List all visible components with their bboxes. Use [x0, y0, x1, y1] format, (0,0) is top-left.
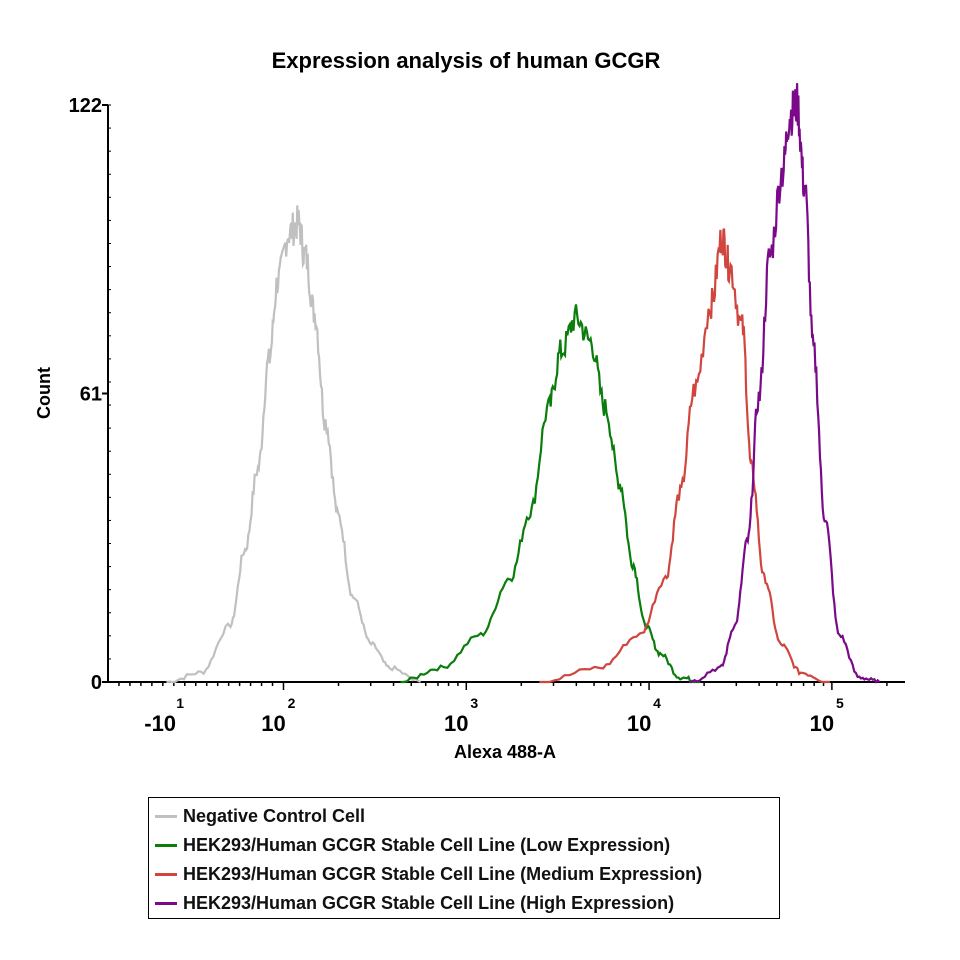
x-tick-label-base: 10 — [444, 711, 468, 736]
legend: Negative Control Cell HEK293/Human GCGR S… — [148, 797, 780, 919]
series-line-1 — [400, 304, 701, 684]
legend-item: Negative Control Cell — [155, 802, 779, 831]
legend-item: HEK293/Human GCGR Stable Cell Line (Low … — [155, 831, 779, 860]
legend-label: HEK293/Human GCGR Stable Cell Line (Medi… — [183, 864, 703, 884]
x-tick-label-exponent: 4 — [653, 695, 661, 711]
x-tick-label-exponent: 2 — [288, 695, 296, 711]
x-tick-label-base: 10 — [627, 711, 651, 736]
series-line-0 — [166, 205, 422, 684]
x-axis-label: Alexa 488-A — [454, 742, 556, 762]
legend-item: HEK293/Human GCGR Stable Cell Line (High… — [155, 889, 779, 918]
chart-title: Expression analysis of human GCGR — [272, 48, 661, 73]
y-axis-label: Count — [34, 367, 54, 419]
x-tick-label-base: -10 — [144, 711, 176, 736]
x-tick-label-exponent: 1 — [176, 695, 184, 711]
legend-swatch — [155, 902, 177, 905]
x-tick-label-exponent: 5 — [836, 695, 844, 711]
legend-label: HEK293/Human GCGR Stable Cell Line (High… — [183, 893, 675, 913]
x-tick-label-base: 10 — [261, 711, 285, 736]
y-tick-label: 0 — [91, 672, 102, 694]
legend-label: Negative Control Cell — [183, 806, 366, 826]
legend-swatch — [155, 844, 177, 847]
x-tick-label-base: 10 — [810, 711, 834, 736]
legend-label: HEK293/Human GCGR Stable Cell Line (Low … — [183, 835, 671, 855]
x-tick-label-exponent: 3 — [470, 695, 478, 711]
series-line-2 — [539, 228, 831, 684]
legend-swatch — [155, 873, 177, 876]
y-tick-label: 61 — [80, 384, 102, 406]
legend-item: HEK293/Human GCGR Stable Cell Line (Medi… — [155, 860, 779, 889]
y-tick-label: 122 — [69, 95, 102, 117]
legend-swatch — [155, 815, 177, 818]
series-line-3 — [689, 83, 881, 684]
